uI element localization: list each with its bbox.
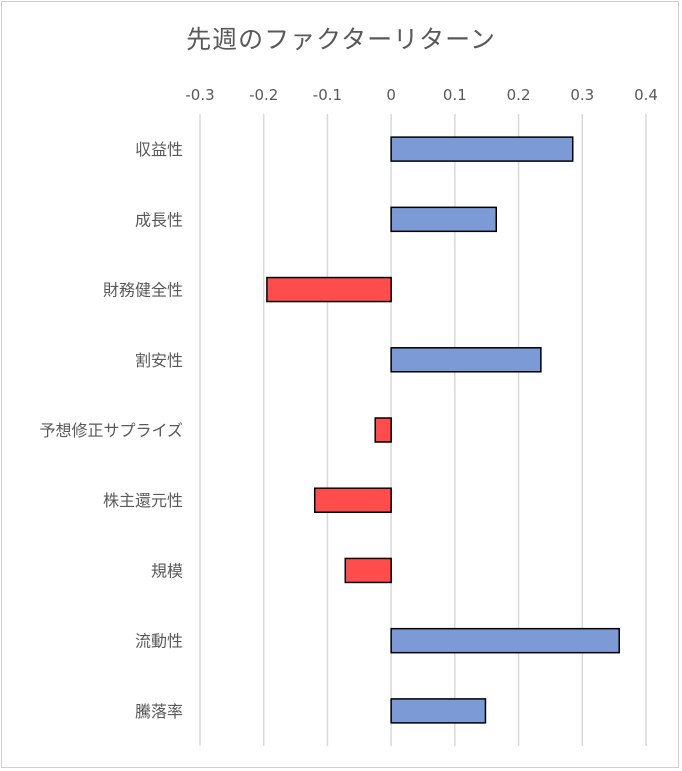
category-label: 流動性 xyxy=(135,632,183,651)
bar xyxy=(390,347,542,373)
bar xyxy=(313,487,392,513)
bar xyxy=(344,557,392,584)
bar xyxy=(390,698,487,724)
category-label: 成長性 xyxy=(135,210,183,229)
category-label: 割安性 xyxy=(135,351,183,370)
bar xyxy=(390,206,498,233)
x-tick-label: 0.2 xyxy=(507,86,531,104)
category-label: 騰落率 xyxy=(135,702,183,721)
bars xyxy=(266,136,620,724)
x-tick-label: 0 xyxy=(386,86,396,104)
x-tick-label: 0.1 xyxy=(443,86,467,104)
category-label: 規模 xyxy=(151,561,183,580)
x-tick-label: 0.3 xyxy=(570,86,594,104)
category-label: 財務健全性 xyxy=(103,281,183,300)
category-label: 収益性 xyxy=(135,140,183,159)
x-axis-ticks: -0.3 -0.2 -0.1 0 0.1 0.2 0.3 0.4 xyxy=(185,86,658,104)
x-tick-label: -0.1 xyxy=(313,86,342,104)
bar xyxy=(390,627,620,654)
category-label: 予想修正サプライズ xyxy=(39,421,183,440)
x-tick-label: -0.2 xyxy=(249,86,278,104)
bar xyxy=(374,417,392,443)
chart-title: 先週のファクターリターン xyxy=(186,25,496,54)
x-tick-label: -0.3 xyxy=(185,86,214,104)
category-label: 株主還元性 xyxy=(103,491,183,510)
x-tick-label: 0.4 xyxy=(634,86,658,104)
bar xyxy=(266,276,392,303)
bar xyxy=(390,136,574,162)
